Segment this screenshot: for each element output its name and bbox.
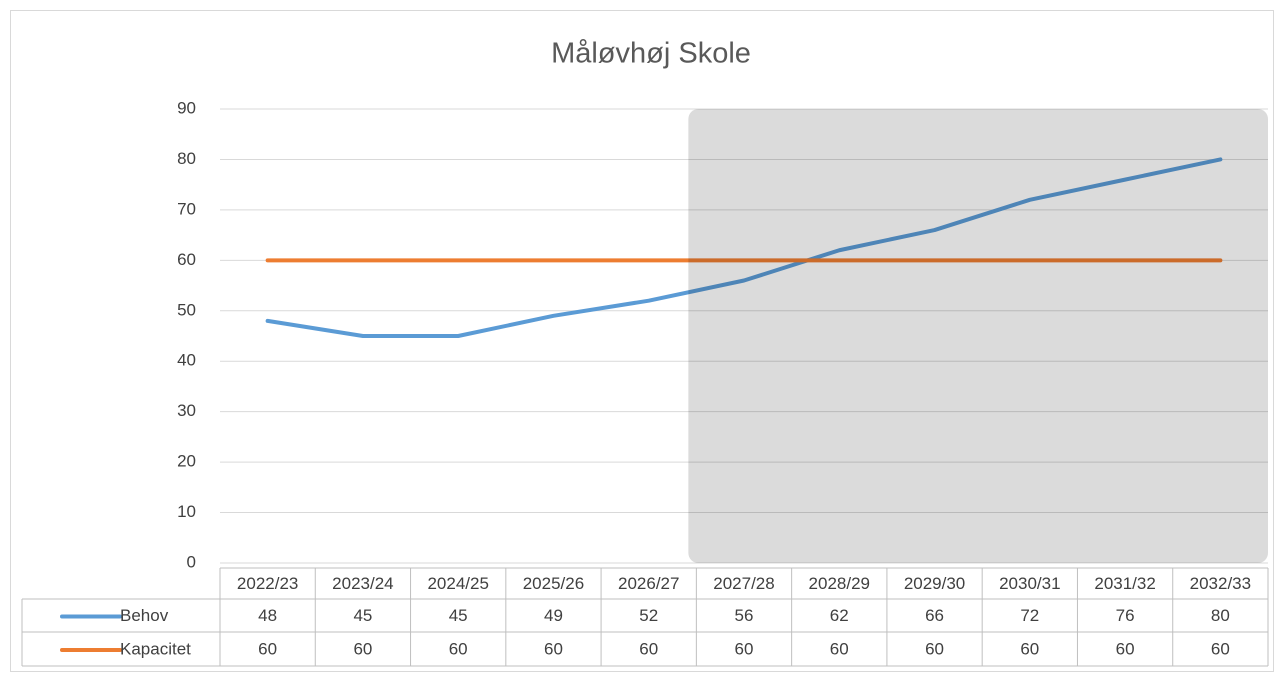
table-value: 60 xyxy=(639,639,658,658)
series-line xyxy=(265,157,1223,338)
table-value: 60 xyxy=(1020,639,1039,658)
table-value: 49 xyxy=(544,606,563,625)
x-tick-label: 2026/27 xyxy=(618,574,679,593)
table-value: 60 xyxy=(449,639,468,658)
table-value: 56 xyxy=(735,606,754,625)
legend-label: Kapacitet xyxy=(120,639,191,658)
x-tick-label: 2032/33 xyxy=(1190,574,1251,593)
y-tick-label: 10 xyxy=(177,502,196,521)
y-tick-label: 0 xyxy=(187,552,196,571)
table-value: 80 xyxy=(1211,606,1230,625)
x-tick-label: 2029/30 xyxy=(904,574,965,593)
x-tick-label: 2023/24 xyxy=(332,574,393,593)
table-value: 60 xyxy=(1211,639,1230,658)
table-value: 60 xyxy=(735,639,754,658)
forecast-shade xyxy=(688,109,1268,563)
y-tick-label: 80 xyxy=(177,149,196,168)
table-value: 45 xyxy=(449,606,468,625)
y-tick-label: 70 xyxy=(177,199,196,218)
y-tick-label: 50 xyxy=(177,300,196,319)
x-tick-label: 2028/29 xyxy=(809,574,870,593)
y-tick-label: 20 xyxy=(177,452,196,471)
chart-title: Måløvhøj Skole xyxy=(551,38,751,70)
x-tick-label: 2022/23 xyxy=(237,574,298,593)
y-tick-label: 30 xyxy=(177,401,196,420)
x-tick-label: 2024/25 xyxy=(427,574,488,593)
table-value: 60 xyxy=(258,639,277,658)
legend-label: Behov xyxy=(120,606,169,625)
table-value: 52 xyxy=(639,606,658,625)
x-tick-label: 2027/28 xyxy=(713,574,774,593)
y-tick-label: 40 xyxy=(177,351,196,370)
table-value: 62 xyxy=(830,606,849,625)
y-tick-label: 60 xyxy=(177,250,196,269)
table-value: 60 xyxy=(1116,639,1135,658)
table-value: 60 xyxy=(925,639,944,658)
table-value: 72 xyxy=(1020,606,1039,625)
table-value: 66 xyxy=(925,606,944,625)
chart-border xyxy=(10,10,1274,672)
x-tick-label: 2025/26 xyxy=(523,574,584,593)
x-tick-label: 2030/31 xyxy=(999,574,1060,593)
table-value: 60 xyxy=(353,639,372,658)
table-value: 48 xyxy=(258,606,277,625)
y-tick-label: 90 xyxy=(177,98,196,117)
table-value: 76 xyxy=(1116,606,1135,625)
x-tick-label: 2031/32 xyxy=(1094,574,1155,593)
table-value: 60 xyxy=(830,639,849,658)
table-value: 45 xyxy=(353,606,372,625)
table-value: 60 xyxy=(544,639,563,658)
